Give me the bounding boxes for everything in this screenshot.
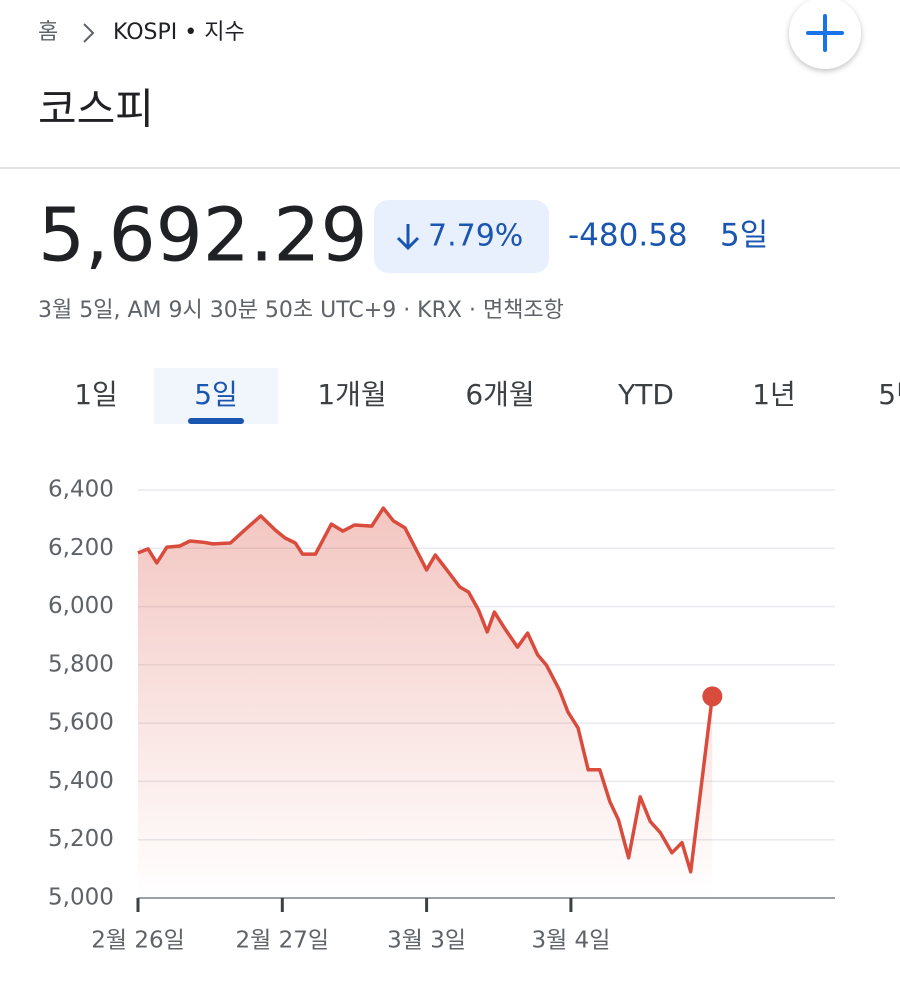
tab-label[interactable]: 6개월: [465, 378, 534, 411]
y-tick-label: 6,400: [48, 477, 114, 503]
x-tick-label: 2월 26일: [91, 928, 185, 954]
last-point: [702, 686, 723, 707]
tab-selected-bg[interactable]: [154, 368, 278, 424]
y-tick-label: 6,000: [48, 593, 114, 619]
breadcrumb-item[interactable]: KOSPI • 지수: [113, 20, 245, 45]
price-line: [137, 506, 715, 874]
change-percent: 7.79%: [428, 219, 523, 254]
tab-indicator[interactable]: [188, 418, 244, 424]
chart: 5,000 5,200 5,400 5,600 5,800 6,000 6,200 6,400…: [48, 477, 835, 954]
tab-label[interactable]: 1일: [74, 378, 118, 411]
y-tick-label: 5,600: [48, 710, 114, 736]
y-tick-label: 6,200: [48, 535, 114, 561]
area-fill: [138, 508, 713, 898]
x-tick-label: 3월 4일: [531, 928, 610, 954]
y-tick-label: 5,400: [48, 768, 114, 794]
tab-label[interactable]: 5일: [194, 378, 238, 411]
page-title: 코스피: [38, 85, 154, 134]
timestamp: 3월 5일, AM 9시 30분 50초 UTC+9 · KRX · 면책조항: [38, 298, 564, 323]
add-button[interactable]: [789, 0, 861, 69]
price: 5,692.29: [38, 193, 368, 279]
change-value: -480.58: [568, 218, 688, 254]
y-tick-label: 5,200: [48, 826, 114, 852]
change-badge: [374, 200, 549, 273]
y-tick-label: 5,000: [48, 885, 114, 911]
add-icon[interactable]: [806, 14, 844, 52]
tab-label[interactable]: 1개월: [317, 378, 386, 411]
range-tabs: 1일 5일 1개월 6개월 YTD 1년 5년: [74, 368, 900, 424]
tab-label[interactable]: 1년: [752, 378, 796, 411]
breadcrumb-chevron: [83, 23, 95, 43]
y-tick-label: 5,800: [48, 651, 114, 677]
change-period: 5일: [720, 218, 768, 254]
tab-label[interactable]: 5년: [878, 378, 900, 411]
breadcrumb-home[interactable]: 홈: [38, 20, 58, 45]
x-tick-label: 2월 27일: [236, 928, 330, 954]
tab-label[interactable]: YTD: [617, 378, 674, 411]
down-arrow: [396, 224, 420, 251]
x-tick-label: 3월 3일: [387, 928, 466, 954]
